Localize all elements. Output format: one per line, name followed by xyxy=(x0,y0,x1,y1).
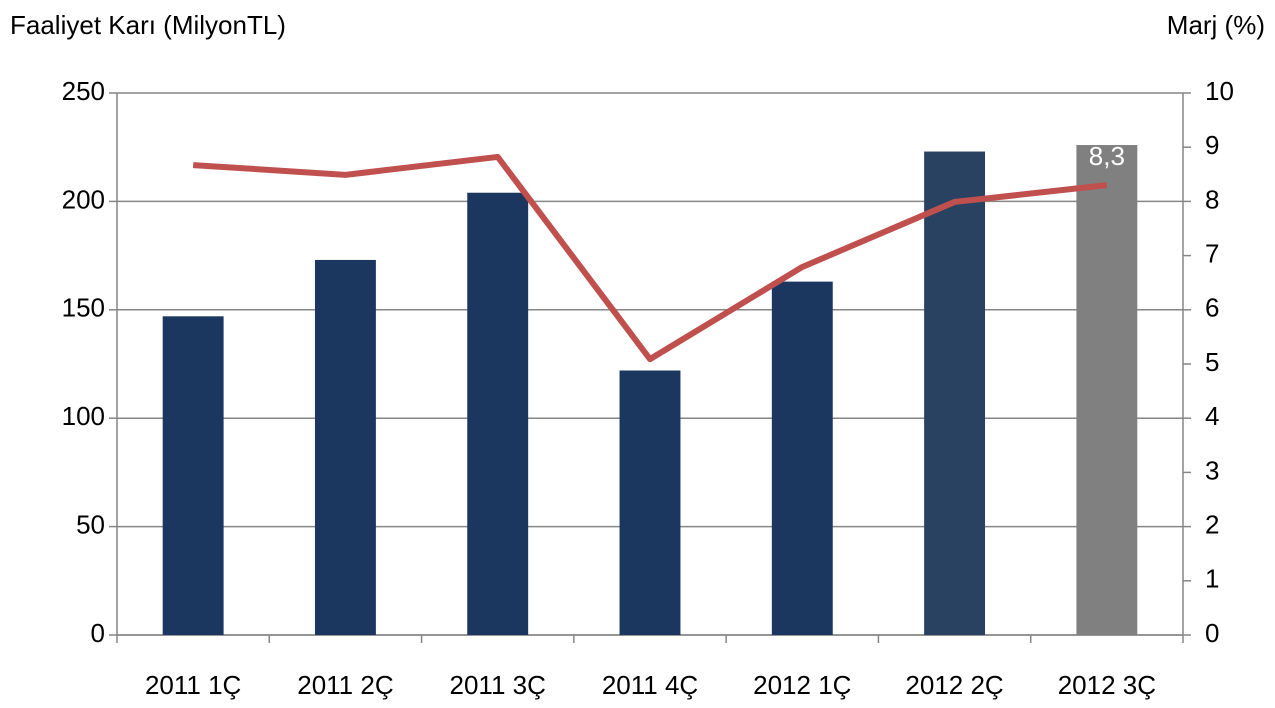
y2-tick-label: 2 xyxy=(1205,509,1219,539)
y2-axis-title: Marj (%) xyxy=(1167,10,1265,40)
y2-tick-label: 10 xyxy=(1205,76,1234,106)
bar xyxy=(1076,145,1138,636)
y2-tick-label: 1 xyxy=(1205,564,1219,594)
bar xyxy=(314,259,376,635)
y2-tick-label: 7 xyxy=(1205,238,1219,268)
bar xyxy=(619,370,681,635)
x-tick-label: 2011 2Ç xyxy=(297,670,393,700)
y-tick-label: 150 xyxy=(62,293,105,323)
y-axis-title: Faaliyet Karı (MilyonTL) xyxy=(10,10,286,40)
y-tick-label: 250 xyxy=(62,76,105,106)
y-tick-label: 50 xyxy=(76,509,105,539)
x-tick-label: 2012 2Ç xyxy=(905,670,1003,700)
y-tick-label: 200 xyxy=(62,184,105,214)
bar xyxy=(924,151,986,635)
bar xyxy=(771,281,833,635)
y2-tick-label: 0 xyxy=(1205,618,1219,648)
y2-tick-label: 4 xyxy=(1205,401,1219,431)
bar xyxy=(162,316,224,635)
y-tick-label: 100 xyxy=(62,401,105,431)
y-tick-label: 0 xyxy=(91,618,105,648)
data-label: 8,3 xyxy=(1089,141,1125,171)
x-tick-label: 2012 3Ç xyxy=(1058,670,1156,700)
line xyxy=(192,153,1108,363)
y2-tick-label: 5 xyxy=(1205,347,1219,377)
y2-tick-label: 8 xyxy=(1205,184,1219,214)
x-tick-label: 2012 1Ç xyxy=(753,670,851,700)
y2-tick-label: 6 xyxy=(1205,293,1219,323)
x-tick-label: 2011 1Ç xyxy=(145,670,241,700)
x-tick-label: 2011 3Ç xyxy=(450,670,546,700)
bar xyxy=(467,192,529,635)
y2-tick-label: 9 xyxy=(1205,130,1219,160)
y2-tick-label: 3 xyxy=(1205,455,1219,485)
x-tick-label: 2011 4Ç xyxy=(602,670,698,700)
